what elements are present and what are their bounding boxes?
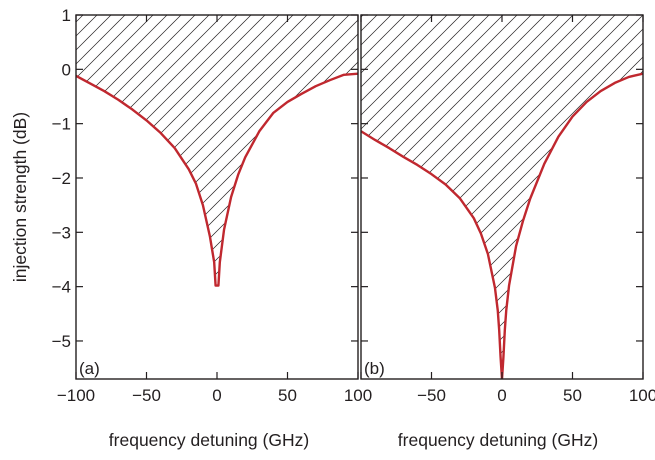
y-tick-label: −3 [52, 223, 71, 242]
y-axis-title: injection strength (dB) [10, 112, 30, 282]
x-axis-title-b: frequency detuning (GHz) [398, 430, 598, 450]
panel-label-a: (a) [79, 359, 100, 378]
x-tick-label: −50 [132, 386, 161, 405]
x-tick-labels-a: −100 −50 0 50 100 [57, 386, 372, 405]
x-tick-label: −50 [417, 386, 446, 405]
x-tick-label: 100 [344, 386, 372, 405]
panel-b: −50 0 50 100 (b) frequency detuning (GHz) [361, 15, 655, 450]
hatched-region-a [76, 15, 358, 286]
panel-label-b: (b) [364, 359, 385, 378]
x-tick-label: 100 [629, 386, 655, 405]
y-tick-label: −5 [52, 332, 71, 351]
panel-a: 1 0 −1 −2 −3 −4 −5 −100 −50 0 50 100 (a) frequency… [10, 6, 372, 450]
hatched-region-b [361, 15, 643, 379]
x-axis-title-a: frequency detuning (GHz) [109, 430, 309, 450]
x-tick-label: 0 [497, 386, 506, 405]
y-tick-labels: 1 0 −1 −2 −3 −4 −5 [52, 6, 71, 351]
x-tick-label: 0 [212, 386, 221, 405]
y-tick-label: 1 [62, 6, 71, 25]
x-tick-label: 50 [563, 386, 582, 405]
y-tick-label: 0 [62, 60, 71, 79]
x-tick-labels-b: −50 0 50 100 [417, 386, 655, 405]
y-tick-label: −4 [52, 278, 71, 297]
y-tick-label: −2 [52, 169, 71, 188]
x-tick-label: −100 [57, 386, 95, 405]
x-tick-label: 50 [278, 386, 297, 405]
y-tick-label: −1 [52, 115, 71, 134]
